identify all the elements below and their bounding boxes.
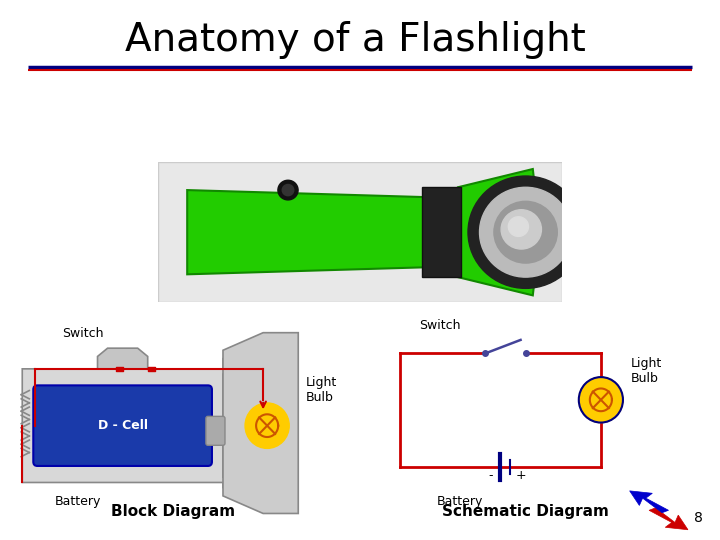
Circle shape xyxy=(480,187,572,277)
FancyBboxPatch shape xyxy=(206,416,225,446)
Text: Switch: Switch xyxy=(420,319,461,332)
Circle shape xyxy=(468,176,583,288)
Circle shape xyxy=(494,201,557,263)
Text: Anatomy of a Flashlight: Anatomy of a Flashlight xyxy=(125,21,585,59)
Text: Schematic Diagram: Schematic Diagram xyxy=(442,504,609,518)
FancyBboxPatch shape xyxy=(158,162,562,302)
Text: -: - xyxy=(488,469,492,482)
Circle shape xyxy=(245,403,289,448)
Circle shape xyxy=(579,377,623,423)
FancyBboxPatch shape xyxy=(33,386,212,466)
Circle shape xyxy=(501,210,541,249)
Text: Light
Bulb: Light Bulb xyxy=(305,375,336,403)
Polygon shape xyxy=(458,169,540,295)
Text: Battery: Battery xyxy=(54,495,101,508)
Text: Light
Bulb: Light Bulb xyxy=(631,357,662,385)
Circle shape xyxy=(508,217,528,237)
Polygon shape xyxy=(629,491,668,513)
Polygon shape xyxy=(223,333,298,514)
Polygon shape xyxy=(22,350,263,496)
Circle shape xyxy=(278,180,298,200)
Text: Battery: Battery xyxy=(437,495,484,508)
Polygon shape xyxy=(422,187,461,277)
Polygon shape xyxy=(97,348,148,369)
Text: D - Cell: D - Cell xyxy=(98,419,148,432)
Text: Block Diagram: Block Diagram xyxy=(111,504,235,518)
Text: +: + xyxy=(516,469,526,482)
Circle shape xyxy=(282,185,294,195)
Text: Switch: Switch xyxy=(62,327,103,340)
Text: 8: 8 xyxy=(693,511,703,525)
Polygon shape xyxy=(187,190,425,274)
Polygon shape xyxy=(649,508,688,530)
